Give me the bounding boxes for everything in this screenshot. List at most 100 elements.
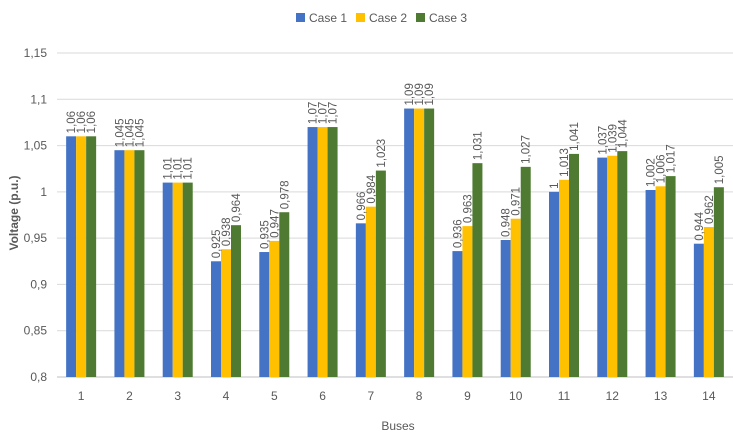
data-label: 0,948 — [501, 208, 513, 237]
data-label: 1 — [549, 182, 561, 188]
bar-case-2 — [607, 155, 618, 377]
y-tick-label: 1 — [40, 185, 47, 199]
data-label: 0,966 — [356, 192, 368, 221]
x-tick-label: 10 — [509, 389, 523, 403]
bar-case-3 — [327, 127, 338, 377]
bar-case-1 — [549, 191, 559, 377]
bar-case-2 — [124, 150, 135, 377]
data-label: 1,023 — [376, 139, 388, 168]
bar-case-1 — [404, 108, 415, 378]
data-label: 0,978 — [279, 180, 291, 209]
data-label: 1,013 — [559, 148, 571, 177]
legend: Case 1 Case 2 Case 3 — [296, 11, 467, 25]
bar-case-1 — [307, 127, 318, 377]
bar-case-3 — [134, 150, 145, 377]
data-label: 1,07 — [318, 102, 330, 124]
data-label: 1,06 — [86, 111, 98, 133]
y-tick-label: 0,8 — [30, 370, 47, 384]
x-tick-label: 3 — [174, 389, 181, 403]
data-label: 1,045 — [134, 118, 146, 147]
data-label: 1,01 — [183, 157, 195, 179]
y-tick-label: 1,15 — [24, 46, 48, 60]
data-label: 1,07 — [308, 102, 320, 124]
data-label: 1,027 — [521, 135, 533, 164]
bar-case-2 — [559, 179, 569, 377]
data-label: 1,039 — [607, 124, 619, 153]
x-tick-label: 9 — [464, 389, 471, 403]
bar-case-1 — [452, 251, 463, 377]
bar-case-2 — [76, 136, 87, 377]
data-label: 1,09 — [404, 83, 416, 105]
legend-swatch — [416, 13, 425, 22]
data-label: 0,944 — [694, 211, 706, 240]
data-label: 1,045 — [124, 118, 136, 147]
data-label: 1,09 — [424, 83, 436, 105]
bar-case-1 — [162, 182, 173, 377]
bar-case-3 — [569, 153, 579, 377]
bar-case-1 — [114, 150, 125, 377]
bar-case-3 — [231, 225, 241, 377]
y-tick-label: 0,95 — [24, 231, 48, 245]
gridlines — [57, 52, 733, 378]
x-tick-label: 14 — [702, 389, 716, 403]
x-tick-label: 6 — [319, 389, 326, 403]
data-label: 0,971 — [511, 187, 523, 216]
x-tick-label: 2 — [126, 389, 133, 403]
data-label: 0,962 — [704, 195, 716, 224]
y-tick-label: 1,1 — [30, 92, 47, 106]
data-label: 1,006 — [656, 155, 668, 184]
legend-label: Case 2 — [369, 11, 407, 25]
bar-case-1 — [693, 243, 704, 377]
legend-label: Case 1 — [309, 11, 347, 25]
x-axis-title: Buses — [381, 419, 414, 433]
legend-swatch — [296, 13, 305, 22]
x-tick-label: 12 — [606, 389, 620, 403]
bar-case-1 — [259, 252, 270, 377]
y-axis-ticks: 0,8 0,85 0,9 0,95 1 1,05 1,1 1,15 — [24, 46, 48, 384]
bar-case-1 — [355, 223, 366, 377]
bar-case-3 — [472, 163, 483, 377]
bar-case-1 — [500, 239, 511, 377]
bar-case-1 — [66, 136, 77, 377]
data-labels: 1,061,061,06 1,0451,0451,0451,011,011,010… — [66, 83, 726, 258]
data-label: 1,045 — [114, 118, 126, 147]
bar-case-3 — [713, 187, 724, 377]
bar-case-2 — [269, 240, 280, 377]
bar-case-3 — [375, 170, 386, 377]
bar-case-2 — [317, 127, 328, 377]
x-tick-label: 5 — [271, 389, 278, 403]
data-label: 0,935 — [259, 220, 271, 249]
data-label: 1,002 — [646, 158, 658, 187]
legend-swatch — [356, 13, 365, 22]
bar-case-2 — [703, 227, 714, 377]
data-label: 1,041 — [569, 122, 581, 151]
bar-case-3 — [665, 176, 676, 377]
x-tick-label: 4 — [223, 389, 230, 403]
data-label: 1,06 — [76, 111, 88, 133]
data-label: 0,964 — [231, 193, 243, 222]
bar-case-1 — [597, 157, 608, 377]
data-label: 0,938 — [221, 217, 233, 246]
data-label: 1,044 — [617, 119, 629, 148]
bar-case-2 — [365, 206, 376, 377]
data-label: 1,037 — [597, 126, 609, 155]
x-axis-ticks: 1 2 3 4 5 6 7 8 9 10 11 12 13 14 — [78, 389, 716, 403]
x-tick-label: 11 — [558, 389, 571, 403]
data-label: 0,936 — [452, 219, 464, 248]
x-tick-label: 8 — [416, 389, 423, 403]
data-label: 1,017 — [666, 144, 678, 173]
data-label: 1,09 — [414, 83, 426, 105]
bar-case-2 — [172, 182, 183, 377]
bars — [66, 108, 724, 378]
data-label: 0,963 — [462, 194, 474, 223]
bar-case-2 — [414, 108, 425, 378]
x-tick-label: 13 — [654, 389, 668, 403]
legend-label: Case 3 — [429, 11, 467, 25]
y-tick-label: 1,05 — [24, 139, 48, 153]
data-label: 1,005 — [714, 155, 726, 184]
y-axis-title: Voltage (p.u.) — [7, 175, 21, 250]
bar-case-2 — [655, 186, 666, 377]
bar-case-3 — [182, 182, 193, 377]
y-tick-label: 0,85 — [24, 324, 48, 338]
